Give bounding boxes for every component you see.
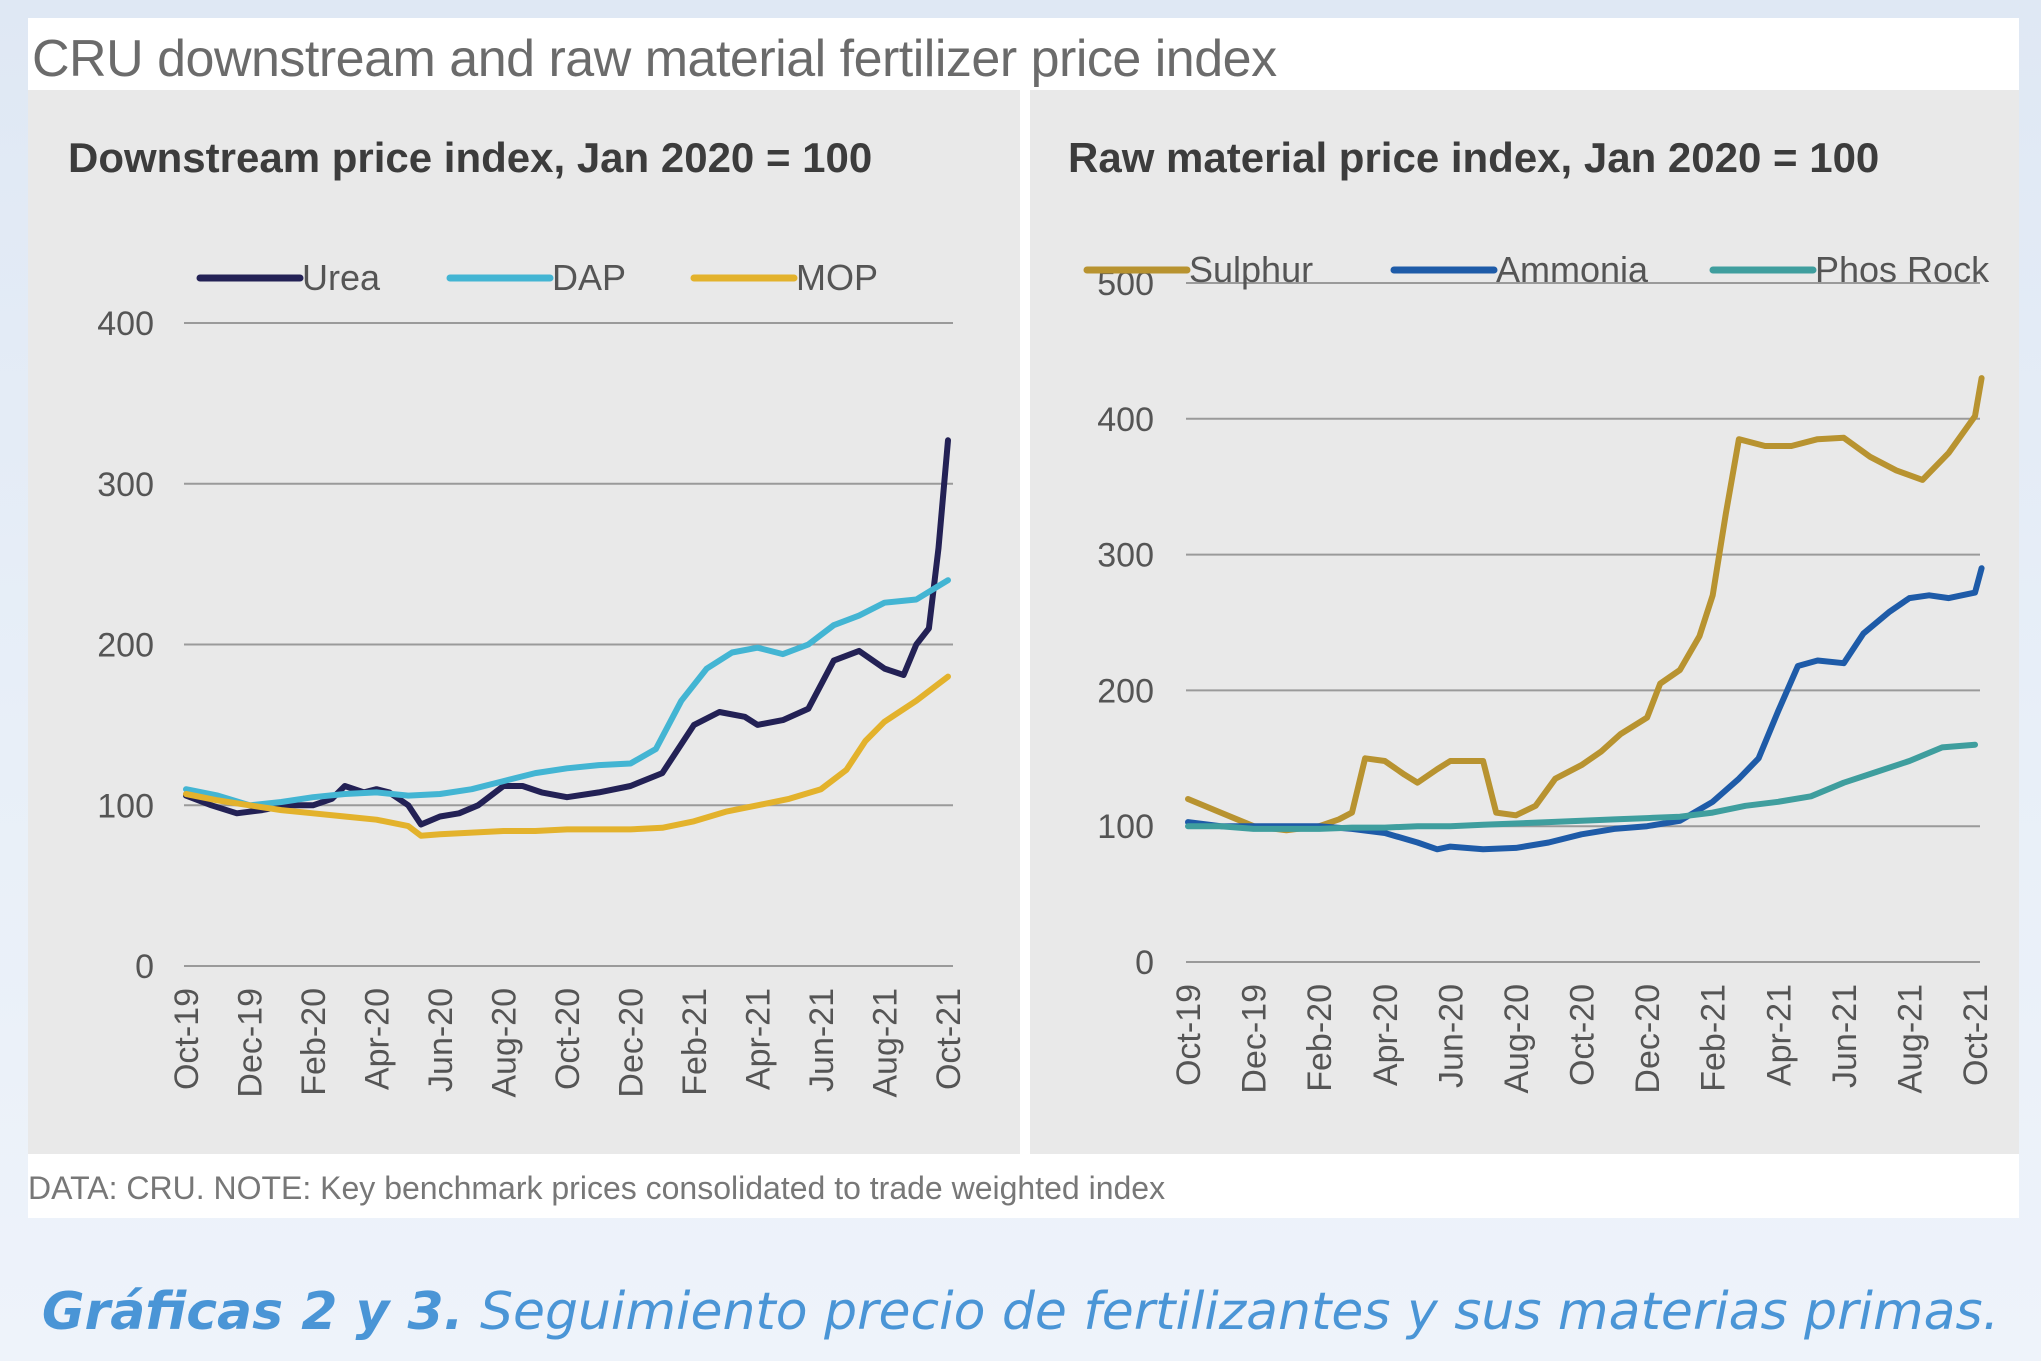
legend-label: Sulphur <box>1189 249 1313 290</box>
x-tick-label: Oct-20 <box>549 988 587 1090</box>
x-tick-label: Oct-21 <box>930 988 968 1090</box>
y-tick-label: 100 <box>97 787 154 825</box>
series-line-urea <box>183 437 951 828</box>
x-tick-label: Oct-19 <box>168 988 206 1090</box>
chart-downstream: 0 100 200 300 400 Oct-19 Dec-19 Feb-20 Apr-20 Jun… <box>97 257 968 1098</box>
x-tick-label: Jun-20 <box>422 988 460 1092</box>
legend-label: Ammonia <box>1496 249 1649 290</box>
x-tick-label: Aug-20 <box>486 988 524 1098</box>
x-tick-label: Jun-20 <box>1432 984 1470 1088</box>
x-tick-label: Apr-21 <box>1760 984 1798 1086</box>
y-tick-label: 400 <box>97 305 154 343</box>
series-line-phos-rock <box>1185 741 1978 832</box>
series-line-sulphur <box>1185 375 1985 834</box>
x-tick-label: Jun-21 <box>803 988 841 1092</box>
x-tick-label: Apr-20 <box>359 988 397 1090</box>
figure-note: DATA: CRU. NOTE: Key benchmark prices co… <box>28 1170 1166 1206</box>
caption-text: Seguimiento precio de fertilizantes y su… <box>463 1282 2000 1342</box>
legend-label: Phos Rock <box>1815 249 1990 290</box>
series-line-ammonia <box>1185 565 1985 853</box>
x-tick-label: Apr-21 <box>740 988 778 1090</box>
y-tick-label: 200 <box>97 627 154 665</box>
y-tick-label: 300 <box>1097 537 1154 575</box>
caption-bold: Gráficas 2 y 3. <box>41 1282 464 1342</box>
y-tick-label: 0 <box>1135 944 1154 982</box>
x-tick-label: Dec-19 <box>1236 984 1274 1094</box>
chart-title-raw-material: Raw material price index, Jan 2020 = 100 <box>1068 134 1880 181</box>
legend-label: DAP <box>552 257 626 298</box>
y-tick-label: 0 <box>135 948 154 986</box>
legend-label: MOP <box>796 257 878 298</box>
x-tick-label: Apr-20 <box>1367 984 1405 1086</box>
x-tick-label: Oct-21 <box>1957 984 1995 1086</box>
y-tick-label: 400 <box>1097 401 1154 439</box>
x-tick-label: Dec-20 <box>1629 984 1667 1094</box>
x-tick-label: Feb-21 <box>1695 984 1733 1092</box>
x-tick-label: Dec-19 <box>232 988 270 1098</box>
x-tick-label: Dec-20 <box>613 988 651 1098</box>
chart-panel-downstream: Downstream price index, Jan 2020 = 100 0… <box>28 90 1020 1154</box>
x-tick-label: Aug-21 <box>1891 984 1929 1094</box>
x-tick-label: Feb-21 <box>676 988 714 1096</box>
x-tick-label: Feb-20 <box>295 988 333 1096</box>
series-line-dap <box>183 577 951 809</box>
chart-panel-raw-material: Raw material price index, Jan 2020 = 100… <box>1030 90 2019 1154</box>
x-tick-label: Oct-19 <box>1170 984 1208 1086</box>
series-line-mop <box>183 673 951 839</box>
x-tick-label: Aug-20 <box>1498 984 1536 1094</box>
caption: Gráficas 2 y 3. Seguimiento precio de fe… <box>0 1282 2041 1342</box>
x-tick-label: Oct-20 <box>1564 984 1602 1086</box>
x-tick-label: Feb-20 <box>1301 984 1339 1092</box>
y-tick-label: 300 <box>97 466 154 504</box>
legend-label: Urea <box>302 257 381 298</box>
chart-title-downstream: Downstream price index, Jan 2020 = 100 <box>68 134 873 181</box>
figure-title: CRU downstream and raw material fertiliz… <box>32 30 1277 88</box>
x-tick-label: Aug-21 <box>867 988 905 1098</box>
x-tick-label: Jun-21 <box>1826 984 1864 1088</box>
figure-card: CRU downstream and raw material fertiliz… <box>28 18 2019 1218</box>
y-tick-label: 100 <box>1097 808 1154 846</box>
y-tick-label: 200 <box>1097 672 1154 710</box>
